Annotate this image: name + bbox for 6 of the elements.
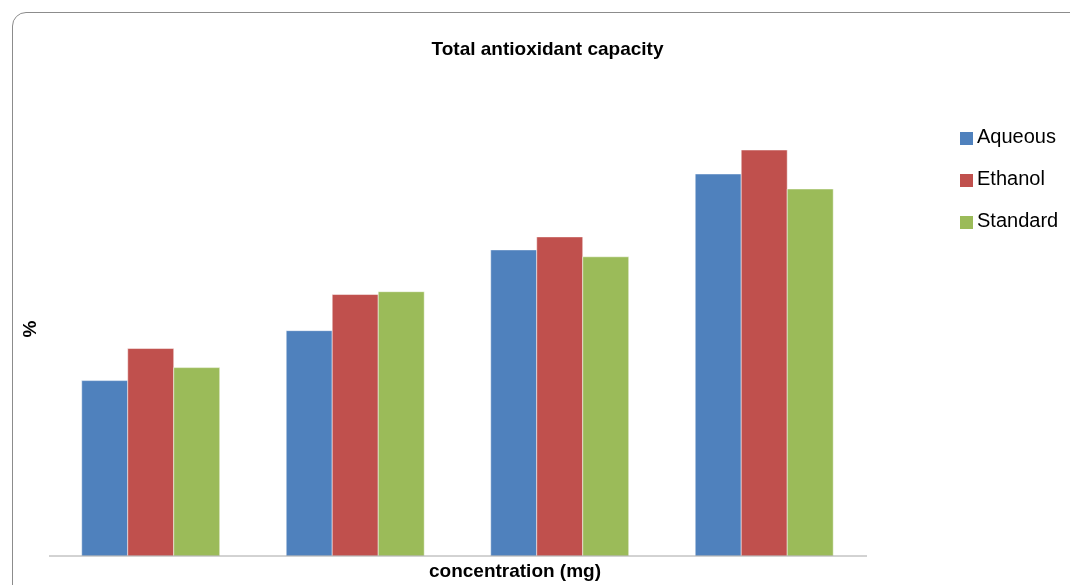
legend-label: Ethanol	[977, 167, 1045, 189]
x-axis-title: concentration (mg)	[427, 560, 603, 582]
legend-label: Aqueous	[977, 125, 1056, 147]
chart-title: Total antioxidant capacity	[430, 38, 665, 60]
y-axis-title: %	[19, 320, 42, 338]
legend-label: Standard	[977, 209, 1059, 231]
